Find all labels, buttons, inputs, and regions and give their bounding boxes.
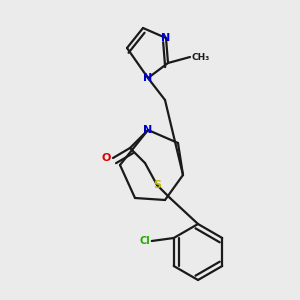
Text: N: N xyxy=(143,125,153,135)
Text: O: O xyxy=(102,153,111,163)
Text: S: S xyxy=(153,180,161,190)
Text: N: N xyxy=(161,33,171,43)
Text: CH₃: CH₃ xyxy=(192,52,210,62)
Text: N: N xyxy=(143,73,153,83)
Text: Cl: Cl xyxy=(139,236,150,246)
